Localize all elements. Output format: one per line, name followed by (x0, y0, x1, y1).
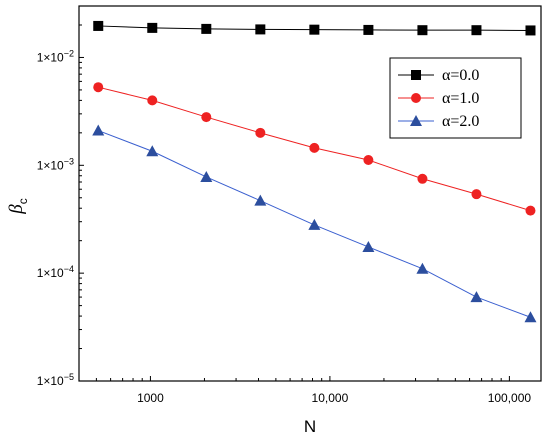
data-point (255, 24, 266, 35)
y-tick-label: 1×10−3 (37, 156, 74, 172)
data-point (308, 218, 321, 230)
legend-entry: α=1.0 (398, 90, 479, 107)
data-point (201, 112, 212, 123)
data-point (201, 23, 212, 34)
data-point (410, 115, 422, 126)
x-axis-title: N (304, 417, 316, 436)
legend-label: α=2.0 (442, 113, 479, 130)
y-tick-label: 1×10−5 (37, 372, 74, 388)
y-tick-label: 1×10−2 (37, 48, 74, 64)
data-point (93, 20, 104, 31)
y-tick-label: 1×10−4 (37, 264, 74, 280)
legend-label: α=1.0 (442, 90, 479, 107)
y-axis-title-sub: c (16, 198, 30, 204)
data-point (255, 127, 266, 138)
data-point (92, 124, 105, 136)
legend-entry: α=0.0 (398, 67, 479, 84)
data-point (363, 24, 374, 35)
legend-label: α=0.0 (442, 67, 479, 84)
data-point (93, 82, 104, 93)
data-point (525, 25, 536, 36)
data-point (147, 95, 158, 106)
data-point (470, 291, 483, 303)
y-axis-title: βc (6, 198, 30, 214)
data-point (362, 240, 375, 252)
data-point (417, 25, 428, 36)
x-tick-label: 10,000 (312, 391, 349, 405)
data-point (471, 189, 482, 200)
data-point (363, 154, 374, 165)
data-point (525, 205, 536, 216)
x-tick-label: 100,000 (488, 391, 532, 405)
series-2 (93, 82, 536, 216)
legend-entry: α=2.0 (398, 113, 479, 130)
data-point (416, 262, 429, 274)
x-tick-label: 1000 (137, 391, 164, 405)
series-layer (92, 20, 537, 323)
series-3 (92, 124, 537, 323)
data-point (146, 145, 159, 157)
data-point (200, 170, 213, 182)
data-point (309, 142, 320, 153)
data-point (471, 25, 482, 36)
data-point (309, 24, 320, 35)
data-point (524, 311, 537, 323)
axes: 1000 10,000 100,000 1×10−5 1×10−4 1×10−3 1×10−… (37, 5, 542, 405)
y-axis-title-main: β (6, 204, 27, 215)
plot-frame (78, 5, 542, 382)
data-point (411, 70, 421, 80)
data-point (417, 173, 428, 184)
data-point (254, 194, 267, 206)
legend: α=0.0 α=1.0 α=2.0 (389, 57, 522, 139)
series-1 (93, 20, 536, 36)
data-point (147, 22, 158, 33)
data-point (411, 93, 421, 103)
